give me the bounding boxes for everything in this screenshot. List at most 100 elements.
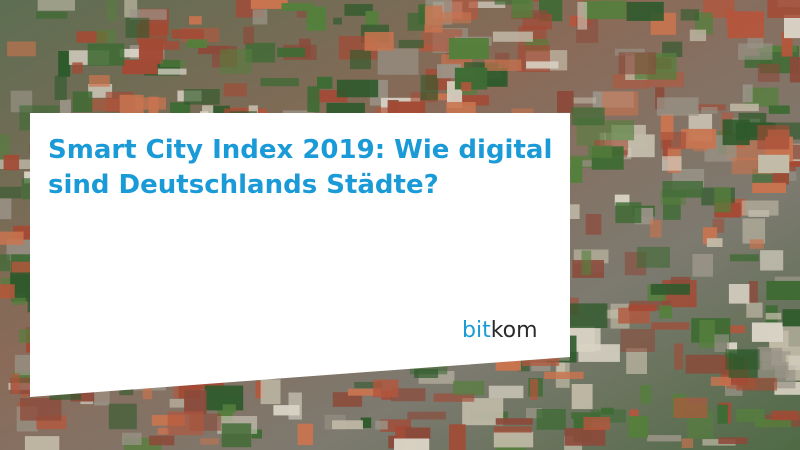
building: [531, 362, 551, 372]
building: [659, 305, 673, 319]
building: [360, 417, 372, 428]
building: [142, 387, 153, 400]
building: [60, 99, 71, 127]
building: [449, 38, 489, 60]
building: [420, 74, 439, 101]
logo: bitkom: [462, 318, 538, 343]
building: [651, 322, 690, 330]
building: [349, 49, 371, 70]
building: [251, 429, 262, 439]
building: [717, 404, 728, 424]
building: [461, 82, 472, 91]
building: [424, 5, 443, 33]
building: [245, 42, 276, 63]
building: [728, 284, 750, 304]
building: [72, 91, 93, 112]
building: [714, 334, 730, 352]
building: [726, 9, 735, 26]
building: [493, 426, 532, 433]
building: [0, 284, 15, 299]
building: [570, 157, 583, 183]
building: [495, 418, 533, 425]
building: [250, 0, 288, 9]
building: [108, 403, 137, 430]
building: [58, 51, 71, 77]
building: [710, 376, 731, 386]
building: [650, 283, 690, 295]
building: [187, 39, 207, 48]
building: [757, 63, 780, 82]
building: [571, 412, 601, 419]
building: [511, 0, 533, 19]
building: [544, 371, 584, 379]
building: [584, 0, 626, 20]
building: [718, 325, 746, 334]
building: [260, 78, 299, 87]
building: [757, 125, 790, 150]
building: [140, 41, 180, 50]
building: [492, 31, 533, 42]
building: [742, 218, 766, 244]
building: [317, 76, 333, 89]
building: [273, 405, 300, 416]
building: [407, 12, 425, 31]
building: [647, 435, 682, 442]
building: [656, 97, 699, 116]
building: [766, 280, 800, 300]
building: [752, 182, 786, 193]
building: [398, 39, 424, 49]
building: [742, 84, 753, 103]
building: [760, 250, 784, 271]
building: [220, 49, 252, 74]
building: [564, 428, 606, 446]
building: [388, 435, 397, 449]
building: [72, 62, 83, 74]
building: [7, 41, 36, 57]
building: [54, 75, 67, 101]
building: [628, 416, 649, 438]
building: [281, 3, 314, 11]
building: [738, 43, 773, 60]
building: [49, 389, 82, 400]
building: [765, 312, 782, 320]
building: [20, 398, 62, 421]
building: [464, 62, 499, 70]
building: [757, 45, 797, 52]
building: [488, 385, 524, 399]
building: [699, 320, 715, 348]
title-card: [30, 113, 570, 397]
building: [407, 411, 446, 420]
building: [87, 98, 119, 112]
building: [736, 409, 765, 422]
building: [620, 329, 655, 352]
building: [0, 198, 12, 220]
building: [157, 427, 170, 435]
building: [626, 348, 647, 374]
logo-part: kom: [491, 318, 538, 343]
building: [585, 214, 602, 235]
building: [578, 344, 620, 362]
building: [577, 1, 588, 30]
building: [375, 420, 388, 430]
building: [433, 393, 475, 402]
building: [768, 105, 790, 114]
building: [306, 6, 326, 31]
building: [119, 48, 143, 58]
building: [556, 361, 565, 375]
building: [730, 103, 759, 112]
building: [377, 48, 419, 75]
building: [681, 128, 716, 149]
building: [536, 409, 566, 430]
building: [618, 307, 650, 324]
building: [222, 404, 236, 413]
building: [748, 281, 758, 303]
building: [307, 86, 320, 113]
building: [129, 9, 167, 20]
building: [689, 29, 707, 42]
building: [649, 219, 662, 238]
building: [96, 29, 116, 43]
building: [76, 31, 108, 43]
building: [782, 309, 800, 327]
building: [749, 239, 764, 249]
